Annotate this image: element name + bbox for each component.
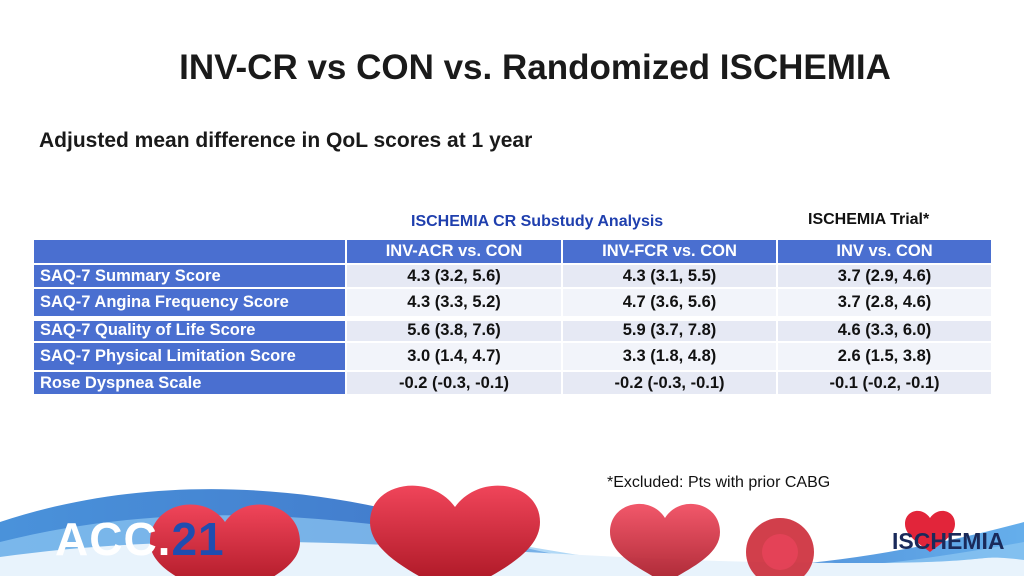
cell-value: -0.2 (-0.3, -0.1) <box>561 370 778 396</box>
header-cell-label <box>32 238 347 265</box>
acc-logo-text: ACC. <box>55 513 172 565</box>
acc-21-logo: ACC.21 <box>55 512 225 566</box>
header-cell-inv: INV vs. CON <box>776 238 993 265</box>
row-label: Rose Dyspnea Scale <box>32 370 347 396</box>
acc-logo-number: 21 <box>171 513 225 565</box>
trial-group-label: ISCHEMIA Trial* <box>808 211 930 228</box>
cell-value: 4.3 (3.1, 5.5) <box>561 263 778 289</box>
cell-value: 3.7 (2.8, 4.6) <box>776 287 993 319</box>
cell-value: 4.7 (3.6, 5.6) <box>561 287 778 319</box>
ischemia-heart-icon <box>905 510 955 552</box>
table-header-row: INV-ACR vs. CON INV-FCR vs. CON INV vs. … <box>32 238 993 265</box>
heart-shape-2 <box>370 485 540 576</box>
row-label: SAQ-7 Quality of Life Score <box>32 315 347 343</box>
footnote: *Excluded: Pts with prior CABG <box>607 474 831 491</box>
heart-shape-3 <box>610 503 720 576</box>
cell-value: 5.6 (3.8, 7.6) <box>345 315 563 343</box>
row-label: SAQ-7 Physical Limitation Score <box>32 341 347 372</box>
cell-value: 3.7 (2.9, 4.6) <box>776 263 993 289</box>
row-label: SAQ-7 Summary Score <box>32 263 347 289</box>
substudy-group-label: ISCHEMIA CR Substudy Analysis <box>411 213 664 230</box>
footer-banner <box>0 485 1024 576</box>
page-title: INV-CR vs CON vs. Randomized ISCHEMIA <box>179 48 891 87</box>
table-row: SAQ-7 Physical Limitation Score 3.0 (1.4… <box>32 341 993 372</box>
cell-value: 2.6 (1.5, 3.8) <box>776 341 993 372</box>
cell-value: 5.9 (3.7, 7.8) <box>561 315 778 343</box>
cell-value: -0.1 (-0.2, -0.1) <box>776 370 993 396</box>
qol-results-table: INV-ACR vs. CON INV-FCR vs. CON INV vs. … <box>32 238 993 396</box>
cell-value: 4.3 (3.3, 5.2) <box>345 287 563 319</box>
table-row: SAQ-7 Angina Frequency Score 4.3 (3.3, 5… <box>32 287 993 319</box>
cell-value: 3.0 (1.4, 4.7) <box>345 341 563 372</box>
row-label: SAQ-7 Angina Frequency Score <box>32 287 347 319</box>
cell-value: 4.6 (3.3, 6.0) <box>776 315 993 343</box>
table-row: SAQ-7 Quality of Life Score 5.6 (3.8, 7.… <box>32 315 993 343</box>
ischemia-logo: ISCHEMIA <box>892 528 1005 554</box>
page-subtitle: Adjusted mean difference in QoL scores a… <box>39 129 533 152</box>
table-row: Rose Dyspnea Scale -0.2 (-0.3, -0.1) -0.… <box>32 370 993 396</box>
header-cell-inv-acr: INV-ACR vs. CON <box>345 238 563 265</box>
cell-value: -0.2 (-0.3, -0.1) <box>345 370 563 396</box>
header-cell-inv-fcr: INV-FCR vs. CON <box>561 238 778 265</box>
cell-value: 4.3 (3.2, 5.6) <box>345 263 563 289</box>
heart-shape-1 <box>150 504 300 576</box>
table-row: SAQ-7 Summary Score 4.3 (3.2, 5.6) 4.3 (… <box>32 263 993 289</box>
cell-value: 3.3 (1.8, 4.8) <box>561 341 778 372</box>
